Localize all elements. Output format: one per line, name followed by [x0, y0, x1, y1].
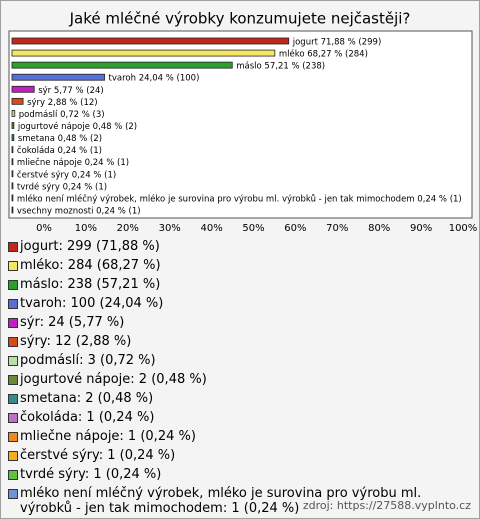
legend-item: sýr: 24 (5,77 %): [8, 315, 470, 330]
legend-item: tvaroh: 100 (24,04 %): [8, 296, 470, 311]
x-tick-label: 30%: [159, 223, 181, 234]
x-tick-label: 80%: [368, 223, 390, 234]
bar: [11, 73, 105, 81]
bar: [11, 182, 14, 190]
bar: [11, 194, 14, 202]
x-tick-label: 90%: [410, 223, 432, 234]
value-label: mléko není mléčný výrobek, mléko je suro…: [17, 193, 462, 204]
legend-swatch: [8, 356, 18, 366]
legend-label: sýry: 12 (2,88 %): [20, 334, 132, 349]
bar: [11, 61, 233, 69]
x-tick-label: 60%: [284, 223, 306, 234]
legend-label: smetana: 2 (0,48 %): [20, 391, 154, 406]
x-tick-label: 100%: [449, 223, 478, 234]
legend-item: jogurtové nápoje: 2 (0,48 %): [8, 372, 470, 387]
legend-swatch: [8, 337, 18, 347]
legend-item: mliečne nápoje: 1 (0,24 %): [8, 429, 470, 444]
legend-label: jogurtové nápoje: 2 (0,48 %): [20, 372, 207, 387]
bar: [11, 85, 35, 93]
chart-title: Jaké mléčné výrobky konzumujete nejčastě…: [69, 10, 411, 28]
value-label: mléko 68,27 % (284): [279, 49, 368, 60]
legend-label: čokoláda: 1 (0,24 %): [20, 410, 155, 425]
source: zdroj: https://27588.vyplnto.cz: [302, 499, 471, 512]
bar: [11, 134, 15, 141]
x-tick-label: 0%: [36, 223, 52, 234]
legend-label: mléko není mléčný výrobek, mléko je suro…: [20, 486, 422, 516]
legend-label: mléko: 284 (68,27 %): [20, 258, 161, 273]
legend-swatch: [8, 242, 18, 252]
value-label: jogurt 71,88 % (299): [292, 38, 382, 48]
value-label: sýr 5,77 % (24): [38, 86, 104, 96]
legend-label: mliečne nápoje: 1 (0,24 %): [20, 429, 196, 444]
bar: [11, 49, 276, 57]
legend-item: sýry: 12 (2,88 %): [8, 334, 470, 349]
legend-item: čerstvé sýry: 1 (0,24 %): [8, 448, 470, 463]
bar: [11, 206, 14, 214]
legend-item: mléko: 284 (68,27 %): [8, 258, 470, 273]
value-label: čerstvé sýry 0,24 % (1): [17, 169, 116, 180]
legend-item: máslo: 238 (57,21 %): [8, 277, 470, 292]
legend: jogurt: 299 (71,88 %) mléko: 284 (68,27 %…: [8, 239, 470, 518]
value-label: podmáslí 0,72 % (3): [19, 110, 105, 120]
bar: [11, 170, 14, 178]
legend-swatch: [8, 299, 18, 309]
bar: [11, 110, 16, 117]
legend-label: jogurt: 299 (71,88 %): [20, 239, 160, 254]
value-label: vsechny moznosti 0,24 % (1): [17, 206, 141, 216]
legend-swatch: [8, 280, 18, 290]
legend-label: podmáslí: 3 (0,72 %): [20, 353, 156, 368]
x-tick-label: 40%: [200, 223, 222, 234]
legend-label: sýr: 24 (5,77 %): [20, 315, 125, 330]
x-tick-label: 50%: [242, 223, 264, 234]
bar: [11, 37, 290, 45]
value-label: mliečne nápoje 0,24 % (1): [17, 157, 129, 168]
legend-swatch: [8, 375, 18, 385]
legend-swatch: [8, 318, 18, 328]
legend-label: máslo: 238 (57,21 %): [20, 277, 161, 292]
legend-item: jogurt: 299 (71,88 %): [8, 239, 470, 254]
bar: [11, 122, 15, 129]
legend-item: podmáslí: 3 (0,72 %): [8, 353, 470, 368]
legend-swatch: [8, 394, 18, 404]
legend-swatch: [8, 451, 18, 461]
legend-swatch: [8, 261, 18, 271]
legend-item: smetana: 2 (0,48 %): [8, 391, 470, 406]
legend-swatch: [8, 470, 18, 480]
bar: [11, 146, 14, 154]
legend-label: čerstvé sýry: 1 (0,24 %): [20, 448, 176, 463]
legend-label: tvaroh: 100 (24,04 %): [20, 296, 164, 311]
x-tick-label: 70%: [326, 223, 348, 234]
value-label: máslo 57,21 % (238): [236, 62, 325, 72]
bar-chart: Jaké mléčné výrobky konzumujete nejčastě…: [8, 10, 478, 234]
legend-swatch: [8, 432, 18, 442]
x-tick-label: 10%: [75, 223, 97, 234]
bar: [11, 158, 14, 166]
legend-label: tvrdé sýry: 1 (0,24 %): [20, 467, 162, 482]
value-label: čokoláda 0,24 % (1): [17, 145, 102, 156]
legend-item: mléko není mléčný výrobek, mléko je suro…: [8, 486, 470, 516]
legend-swatch: [8, 489, 18, 499]
value-label: tvrdé sýry 0,24 % (1): [17, 181, 107, 192]
value-label: sýry 2,88 % (12): [27, 98, 98, 108]
value-label: tvaroh 24,04 % (100): [109, 74, 200, 84]
legend-swatch: [8, 413, 18, 423]
value-label: jogurtové nápoje 0,48 % (2): [17, 121, 137, 132]
legend-item: čokoláda: 1 (0,24 %): [8, 410, 470, 425]
value-label: smetana 0,48 % (2): [18, 134, 102, 144]
bar: [11, 97, 24, 105]
legend-item: tvrdé sýry: 1 (0,24 %): [8, 467, 470, 482]
x-tick-label: 20%: [117, 223, 139, 234]
